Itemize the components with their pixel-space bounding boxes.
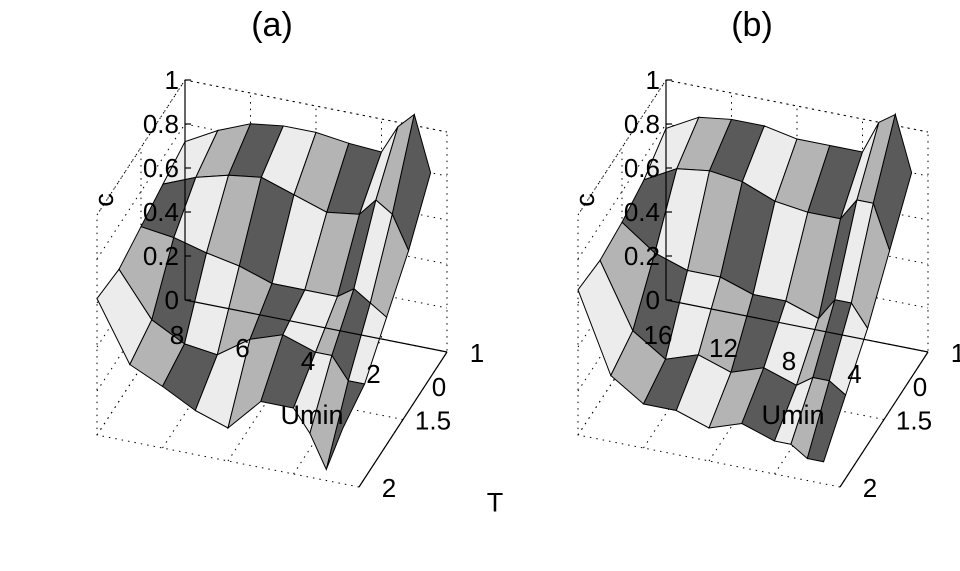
x-tick-label: 16 — [644, 320, 673, 350]
z-tick-label: 1 — [165, 65, 179, 95]
grid-line — [577, 215, 841, 488]
grid-line — [577, 255, 667, 392]
axes — [665, 80, 929, 488]
grid-line — [96, 123, 186, 260]
x-axis-label: Umin — [280, 400, 343, 430]
y-tick-label: 1.5 — [896, 406, 932, 436]
grid-line — [96, 255, 186, 392]
z-tick-label: 1 — [646, 65, 660, 95]
x-tick-label: 4 — [301, 346, 315, 376]
z-tick-label: 0 — [165, 285, 179, 315]
y-axis-line — [358, 351, 448, 488]
y-tick-label: 1.5 — [415, 406, 451, 436]
grid-line — [96, 215, 360, 488]
y-tick-label: 1 — [951, 338, 960, 368]
z-axis-label: c — [570, 193, 600, 207]
x-axis-line — [184, 299, 448, 353]
y-tick-label: 2 — [382, 473, 396, 503]
grid-line — [96, 79, 186, 216]
x-tick-label: 0 — [913, 372, 927, 402]
y-tick-label: 1 — [470, 338, 484, 368]
y-axis-line — [839, 351, 929, 488]
grid-line — [577, 79, 667, 216]
x-tick-label: 8 — [170, 320, 184, 350]
x-tick-label: 12 — [709, 333, 738, 363]
z-tick-label: 0.2 — [624, 241, 660, 271]
z-tick-label: 0.4 — [143, 197, 179, 227]
x-tick-label: 8 — [782, 346, 796, 376]
x-tick-label: 6 — [235, 333, 249, 363]
z-tick-label: 0.6 — [143, 153, 179, 183]
z-tick-label: 0.8 — [143, 109, 179, 139]
surface-patch — [325, 380, 366, 470]
z-tick-label: 0.2 — [143, 241, 179, 271]
surface-patch — [806, 379, 847, 463]
axes — [184, 80, 448, 488]
chart-title: (a) — [251, 6, 293, 44]
x-tick-label: 2 — [366, 359, 380, 389]
x-tick-label: 4 — [847, 359, 861, 389]
z-tick-label: 0.6 — [624, 153, 660, 183]
chart-title: (b) — [731, 6, 773, 44]
surface — [577, 112, 913, 463]
z-tick-label: 0 — [646, 285, 660, 315]
z-axis-label: c — [89, 193, 119, 207]
y-axis-label: T — [487, 488, 504, 518]
y-tick-label: 2 — [863, 473, 877, 503]
x-axis-label: Umin — [761, 400, 824, 430]
surface — [96, 113, 432, 472]
grid-line — [577, 123, 667, 260]
z-tick-label: 0.8 — [624, 109, 660, 139]
x-tick-label: 0 — [432, 372, 446, 402]
z-tick-label: 0.4 — [624, 197, 660, 227]
x-axis-line — [665, 299, 929, 353]
